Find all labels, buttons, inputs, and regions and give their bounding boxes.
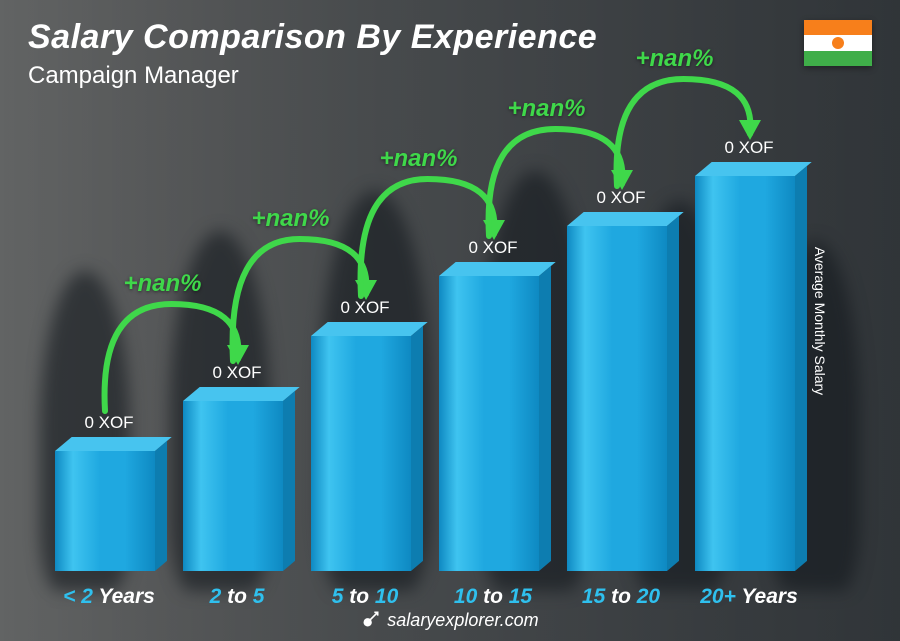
xlabel-num2: 10	[375, 585, 398, 608]
xlabel-num: 2	[210, 585, 222, 608]
xlabel-num: 15	[582, 585, 605, 608]
xlabel-num: < 2	[63, 585, 98, 608]
xlabel-num: 10	[454, 585, 477, 608]
footer: salaryexplorer.com	[0, 609, 900, 631]
xlabel-txt: Years	[98, 585, 154, 608]
logo-icon	[361, 609, 381, 629]
bar-x-label: 10 to 15	[428, 585, 558, 609]
chart-container: Salary Comparison By Experience Campaign…	[0, 0, 900, 641]
xlabel-num: 5	[332, 585, 344, 608]
flag-stripe-mid	[804, 35, 872, 50]
increase-label: +nan%	[636, 45, 714, 73]
xlabel-mid: to	[477, 585, 509, 608]
footer-text: salaryexplorer.com	[387, 610, 538, 630]
xlabel-mid: to	[221, 585, 253, 608]
xlabel-num2: 20	[637, 585, 660, 608]
flag-stripe-top	[804, 20, 872, 35]
bar-x-label: 15 to 20	[556, 585, 686, 609]
flag-stripe-bot	[804, 51, 872, 66]
xlabel-txt: Years	[741, 585, 797, 608]
bars-area: 0 XOF< 2 Years0 XOF2 to 50 XOF5 to 100 X…	[40, 150, 840, 571]
xlabel-mid: to	[343, 585, 375, 608]
bar-x-label: 5 to 10	[300, 585, 430, 609]
xlabel-mid: to	[605, 585, 637, 608]
increase-arrow: +nan%	[40, 150, 840, 571]
increase-label: +nan%	[508, 95, 586, 123]
chart-title: Salary Comparison By Experience	[28, 18, 597, 57]
chart-subtitle: Campaign Manager	[28, 62, 239, 90]
xlabel-num2: 5	[253, 585, 265, 608]
xlabel-num2: 15	[509, 585, 532, 608]
flag-dot	[832, 37, 844, 49]
bar-x-label: < 2 Years	[44, 585, 174, 609]
flag-icon	[804, 20, 872, 66]
arrow-icon	[40, 150, 840, 571]
bar-x-label: 2 to 5	[172, 585, 302, 609]
bar-x-label: 20+ Years	[684, 585, 814, 609]
xlabel-num: 20+	[700, 585, 741, 608]
